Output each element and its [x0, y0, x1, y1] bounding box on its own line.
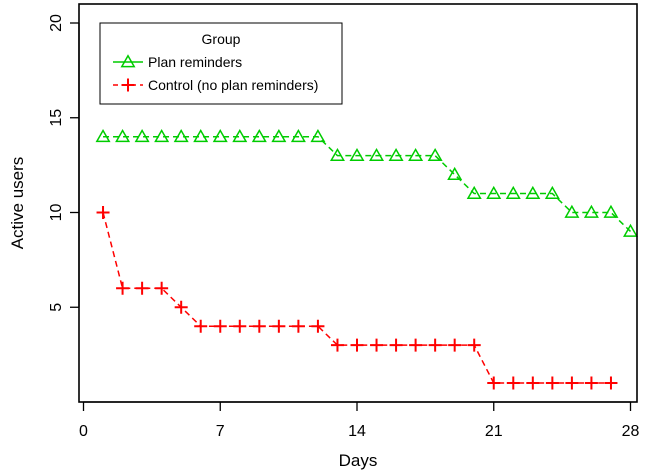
series-control: [96, 206, 618, 390]
data-point-control: [428, 338, 442, 352]
data-point-plan-reminders: [232, 128, 248, 143]
data-point-control: [233, 319, 247, 333]
data-point-control: [252, 319, 266, 333]
data-point-plan-reminders: [290, 128, 306, 143]
legend-title: Group: [202, 31, 241, 47]
data-point-control: [194, 319, 208, 333]
data-point-control: [370, 338, 384, 352]
data-point-control: [584, 376, 598, 390]
data-point-control: [448, 338, 462, 352]
data-point-plan-reminders: [115, 128, 131, 143]
y-tick-label: 10: [48, 204, 65, 222]
y-tick-label: 20: [48, 14, 65, 32]
data-point-control: [96, 206, 110, 219]
y-tick-label: 5: [48, 303, 65, 312]
data-point-control: [311, 319, 325, 333]
legend-keys: [113, 54, 143, 92]
legend-label-plan-reminders: Plan reminders: [148, 54, 242, 70]
x-tick-label: 0: [79, 423, 88, 440]
data-point-control: [272, 319, 286, 333]
data-point-control: [487, 376, 501, 390]
y-axis-title: Active users: [8, 157, 27, 250]
data-point-plan-reminders: [329, 147, 345, 162]
series-line-control: [102, 212, 611, 384]
x-tick-label: 28: [622, 423, 640, 440]
x-axis-title: Days: [339, 451, 378, 470]
legend-label-control: Control (no plan reminders): [148, 77, 318, 93]
legend-key-marker-plan-reminders: [120, 54, 136, 68]
data-point-control: [526, 376, 540, 390]
data-point-control: [506, 376, 520, 390]
data-point-plan-reminders: [486, 185, 502, 199]
data-point-control: [116, 281, 130, 295]
data-point-control: [409, 338, 423, 352]
data-point-plan-reminders: [134, 128, 150, 143]
data-point-plan-reminders: [525, 185, 541, 199]
data-point-control: [604, 376, 618, 390]
series-line-plan-reminders: [103, 135, 632, 232]
data-point-control: [291, 319, 305, 333]
data-point-plan-reminders: [310, 128, 326, 143]
data-point-plan-reminders: [466, 185, 482, 199]
data-point-control: [389, 338, 403, 352]
data-point-control: [545, 376, 559, 390]
data-point-plan-reminders: [564, 204, 580, 218]
x-tick-label: 14: [348, 423, 366, 440]
data-point-plan-reminders: [95, 128, 111, 143]
data-point-plan-reminders: [623, 223, 638, 237]
data-point-control: [565, 376, 579, 390]
data-point-plan-reminders: [505, 185, 521, 199]
legend-key-marker-control: [121, 78, 135, 92]
data-point-plan-reminders: [349, 147, 365, 162]
legend-box: [99, 22, 343, 105]
data-point-control: [155, 281, 169, 295]
legend: Group Plan reminders Control (no plan re…: [99, 22, 343, 105]
data-point-plan-reminders: [212, 128, 228, 143]
data-point-plan-reminders: [251, 128, 267, 143]
data-point-control: [135, 281, 149, 295]
data-point-plan-reminders: [369, 147, 385, 162]
series-plan-reminders: [95, 128, 638, 237]
data-point-plan-reminders: [583, 204, 599, 218]
data-point-plan-reminders: [154, 128, 170, 143]
y-axis: 5 10 15 20: [48, 14, 80, 312]
x-axis: 0 7 14 21 28: [79, 401, 640, 440]
data-point-control: [213, 319, 227, 333]
data-point-plan-reminders: [544, 185, 560, 199]
data-point-plan-reminders: [408, 147, 424, 162]
data-point-plan-reminders: [447, 166, 463, 180]
data-point-plan-reminders: [603, 204, 619, 218]
data-point-control: [350, 338, 364, 352]
data-point-plan-reminders: [173, 128, 189, 143]
data-point-plan-reminders: [388, 147, 404, 162]
x-tick-label: 21: [485, 423, 503, 440]
data-point-plan-reminders: [271, 128, 287, 143]
data-point-control: [330, 338, 344, 352]
y-tick-label: 15: [48, 109, 65, 127]
x-tick-label: 7: [216, 423, 225, 440]
data-point-plan-reminders: [427, 147, 443, 162]
data-point-control: [174, 300, 188, 314]
data-point-control: [467, 338, 481, 352]
data-point-plan-reminders: [193, 128, 209, 143]
plot-area: [95, 128, 638, 390]
